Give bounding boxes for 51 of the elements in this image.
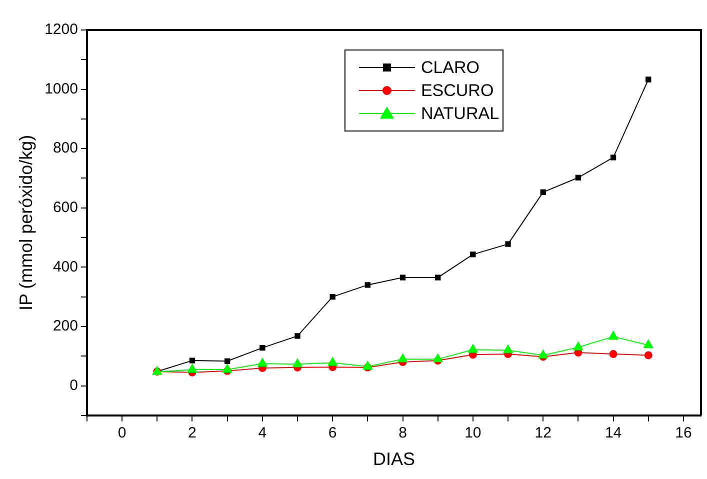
legend-label: ESCURO — [420, 81, 494, 100]
point — [572, 341, 584, 350]
x-tick-label: 12 — [534, 424, 552, 442]
point — [538, 349, 548, 358]
point — [257, 358, 268, 367]
point — [644, 351, 652, 360]
point — [327, 356, 338, 366]
legend-label: CLARO — [420, 58, 480, 78]
x-tick-label: 14 — [604, 424, 622, 442]
y-tick-label: 1000 — [44, 80, 78, 98]
x-tick-label: 10 — [464, 424, 482, 442]
x-tick-label: 6 — [328, 424, 337, 442]
y-tick-label: 800 — [52, 140, 78, 157]
point — [398, 353, 408, 362]
point — [608, 330, 618, 340]
point — [292, 358, 303, 368]
point — [575, 174, 582, 180]
legend-label: NATURAL — [420, 104, 500, 124]
point — [224, 358, 230, 364]
x-axis-title: DIAS — [372, 449, 415, 470]
point — [400, 274, 406, 280]
y-tick-label: 0 — [70, 376, 78, 394]
point — [502, 344, 514, 354]
point — [643, 339, 654, 348]
y-tick-label: 200 — [52, 318, 78, 335]
point — [189, 358, 196, 364]
point — [432, 353, 444, 362]
point — [470, 252, 476, 258]
y-axis-title: IP (mmol peróxido/kg) — [16, 134, 36, 311]
y-tick-label: 600 — [52, 199, 78, 216]
x-tick-label: 16 — [675, 424, 692, 442]
point — [468, 344, 478, 353]
x-tick-label: 4 — [258, 424, 267, 442]
point — [187, 363, 198, 372]
point — [540, 189, 546, 195]
point — [646, 76, 652, 82]
point — [610, 154, 616, 160]
point — [330, 294, 336, 300]
x-tick-label: 8 — [398, 424, 407, 442]
point — [435, 274, 441, 280]
y-tick-label: 400 — [52, 258, 78, 276]
point — [294, 333, 300, 339]
x-tick-label: 0 — [118, 424, 126, 442]
y-tick-label: 1200 — [44, 21, 78, 38]
point — [364, 282, 370, 288]
point — [260, 344, 266, 351]
point — [222, 363, 233, 372]
point — [609, 350, 618, 358]
x-tick-label: 2 — [188, 424, 196, 442]
point — [362, 360, 373, 370]
point — [505, 241, 511, 247]
